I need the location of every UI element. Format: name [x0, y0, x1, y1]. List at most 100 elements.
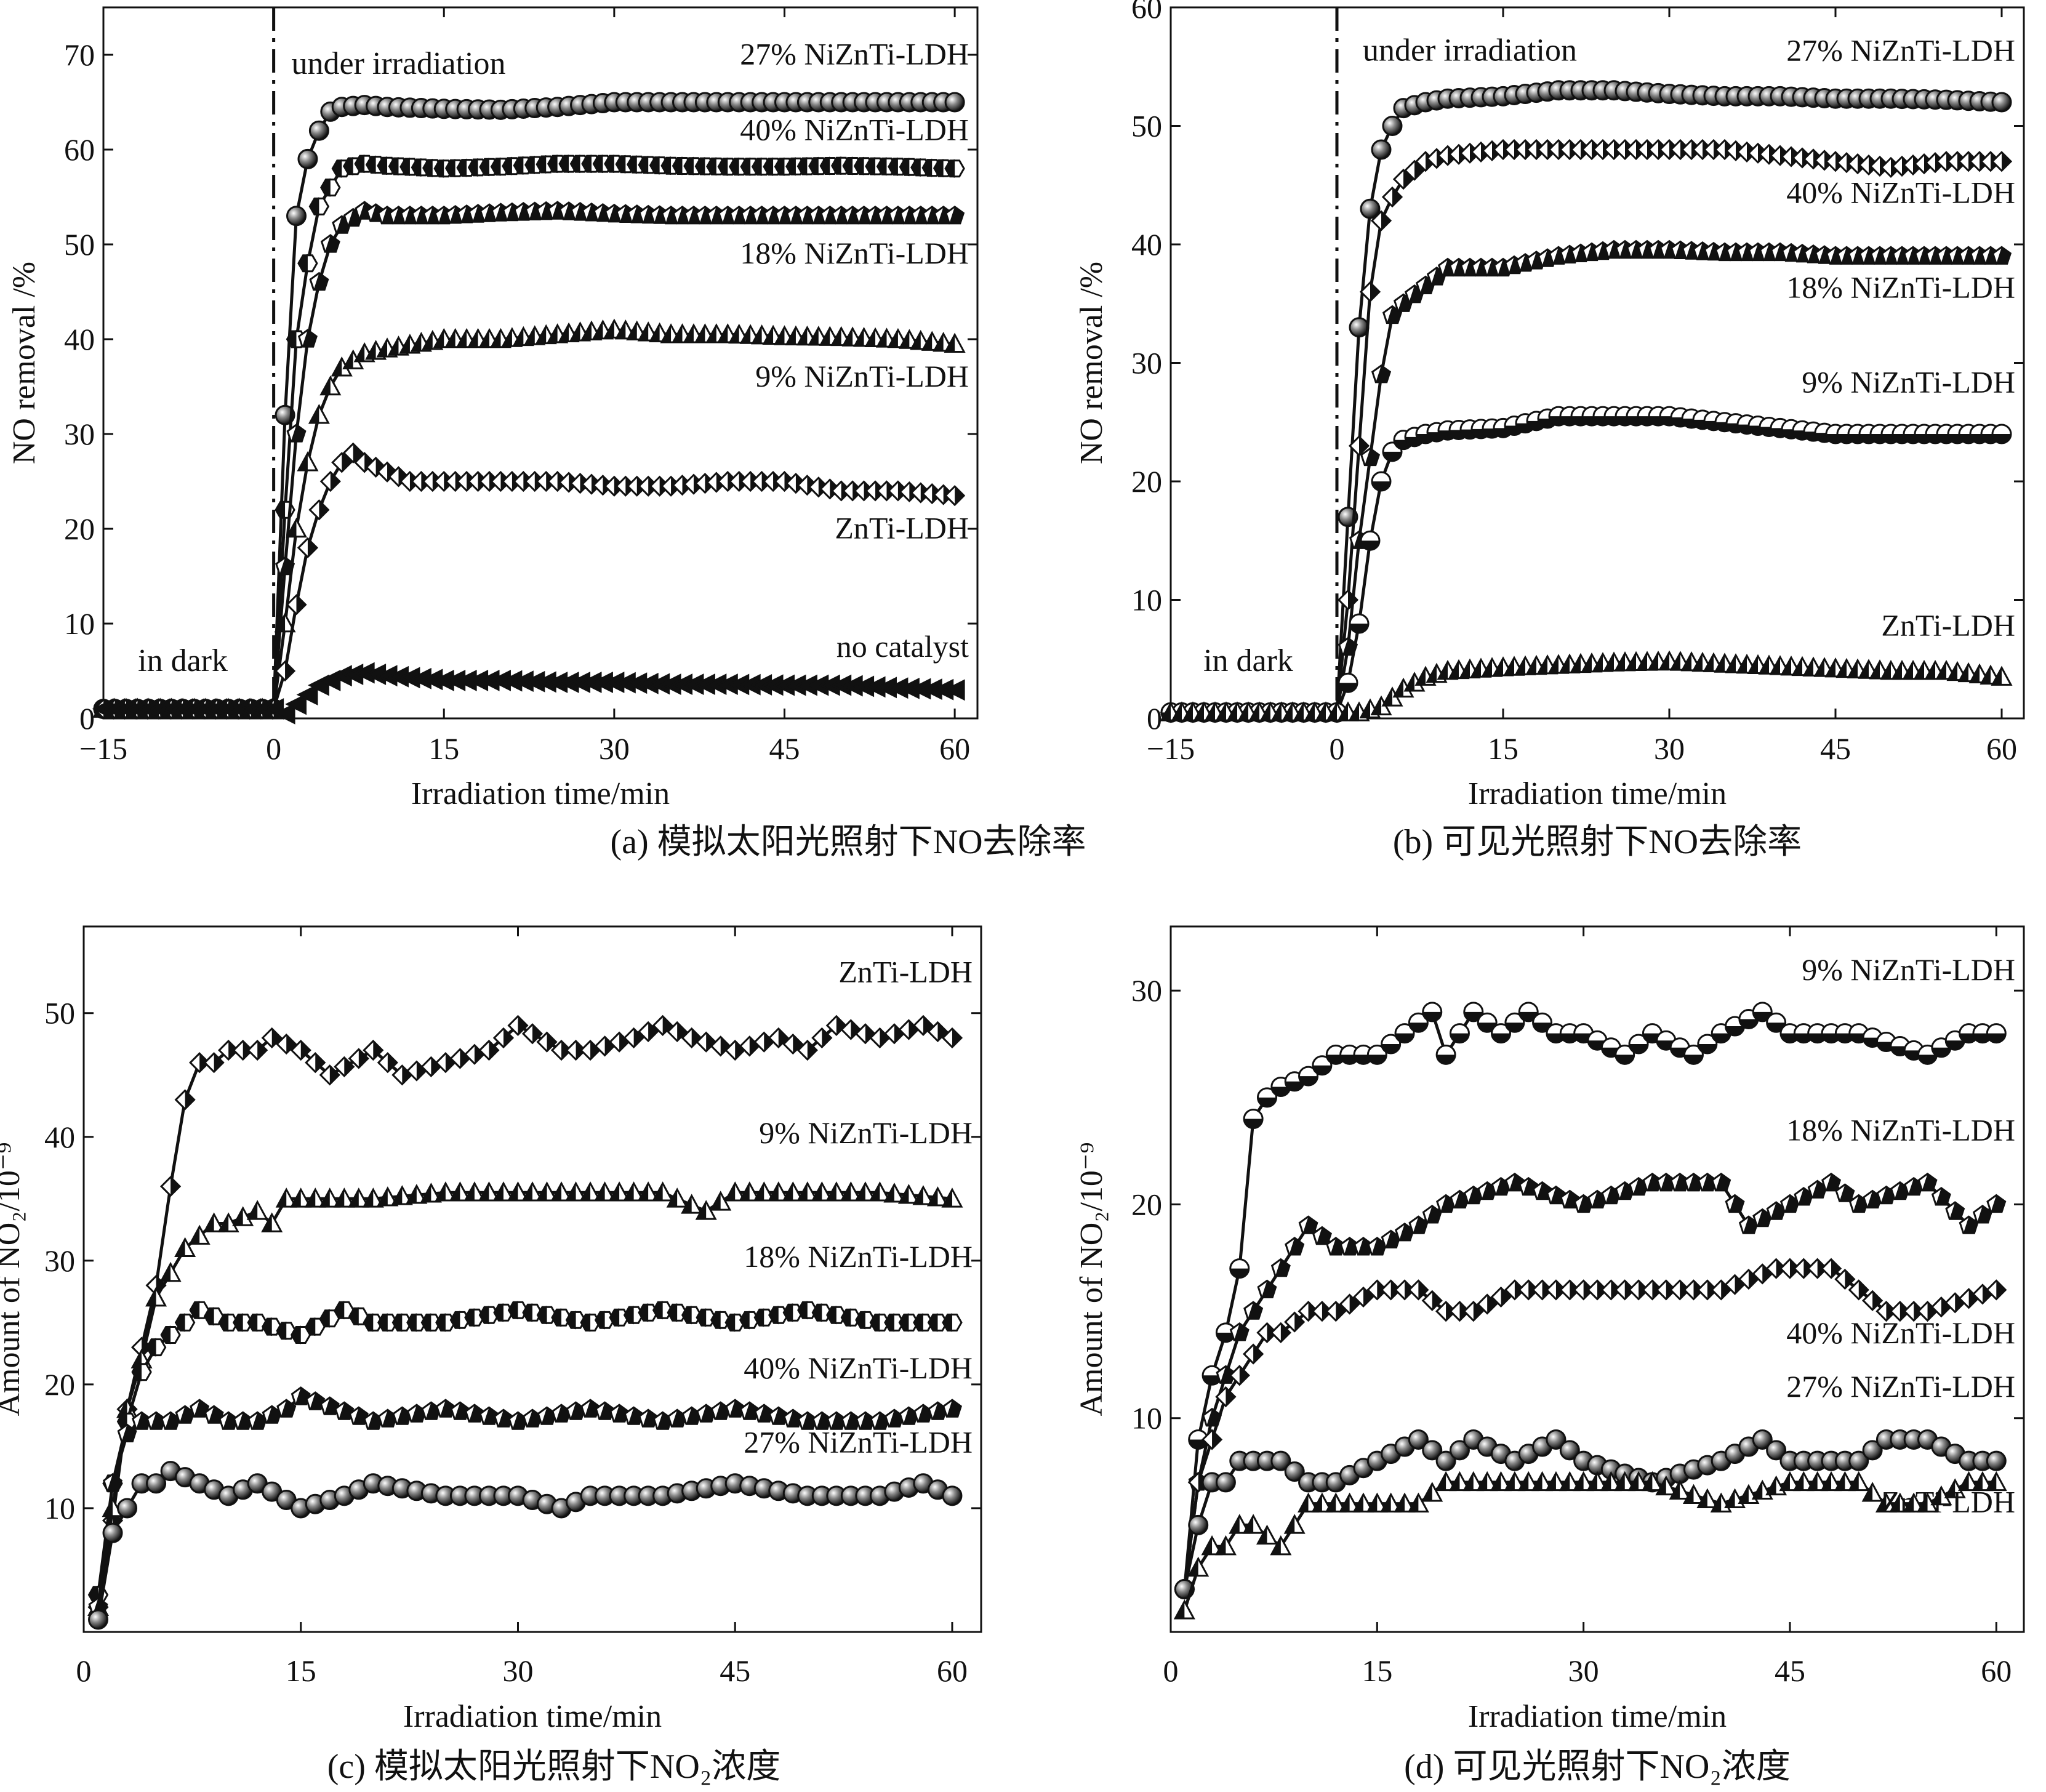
- data-point: [145, 1287, 167, 1307]
- data-point: [218, 1313, 239, 1332]
- data-point: [1958, 1471, 1980, 1492]
- data-point: [1243, 1301, 1264, 1320]
- data-point: [609, 1404, 630, 1423]
- data-point: [1477, 1293, 1498, 1315]
- series-18-niznti-ldh: 18% NiZnTi-LDH: [87, 1239, 973, 1604]
- series-label: 27% NiZnTi-LDH: [1786, 1369, 2015, 1404]
- data-point: [1986, 1194, 2007, 1213]
- data-point: [1642, 1172, 1663, 1192]
- x-tick-label: −15: [1147, 731, 1195, 766]
- data-point: [1339, 1293, 1360, 1315]
- y-tick-label: 20: [64, 512, 95, 546]
- data-point: [507, 1181, 529, 1202]
- data-point: [1371, 364, 1392, 384]
- data-point: [146, 1473, 167, 1494]
- data-point: [1462, 1300, 1484, 1322]
- y-tick-label: 50: [64, 227, 95, 262]
- data-point: [377, 1313, 398, 1332]
- series-40-niznti-ldh: 40% NiZnTi-LDH: [93, 113, 969, 718]
- data-point: [467, 470, 489, 492]
- x-tick-label: 30: [1654, 731, 1685, 766]
- data-point: [1380, 1492, 1402, 1513]
- x-tick-label: 30: [599, 731, 630, 766]
- data-point: [131, 1362, 152, 1381]
- data-point: [1861, 1482, 1884, 1502]
- data-point: [941, 1027, 963, 1049]
- data-point: [1339, 1492, 1361, 1513]
- data-point: [1991, 246, 2012, 265]
- data-point: [897, 1184, 920, 1204]
- data-point: [286, 206, 307, 227]
- data-point: [377, 1186, 399, 1207]
- data-point: [768, 1181, 790, 1202]
- data-point: [247, 1039, 268, 1061]
- data-point: [1545, 1471, 1567, 1492]
- data-point: [1359, 281, 1381, 303]
- data-point: [435, 1313, 456, 1332]
- annotation: under irradiation: [291, 46, 505, 81]
- data-point: [1490, 1286, 1512, 1308]
- data-point: [1807, 1258, 1828, 1279]
- data-point: [724, 1313, 745, 1332]
- x-tick-label: 0: [1163, 1653, 1179, 1688]
- data-point: [1752, 1208, 1773, 1227]
- data-point: [594, 1311, 616, 1330]
- series-line: [97, 1191, 953, 1608]
- data-point: [308, 120, 329, 141]
- data-point: [883, 1183, 905, 1203]
- data-point: [884, 1313, 905, 1332]
- data-point: [117, 1423, 137, 1442]
- data-point: [1360, 530, 1381, 551]
- panel-caption: (b) 可见光照射下NO去除率: [1393, 823, 1802, 861]
- series-line: [103, 209, 955, 711]
- series-label: ZnTi-LDH: [1881, 608, 2015, 642]
- data-point: [493, 1303, 514, 1322]
- data-point: [551, 1308, 572, 1327]
- x-tick-label: 45: [769, 731, 800, 766]
- data-point: [1587, 1189, 1608, 1209]
- y-tick-label: 20: [44, 1367, 75, 1402]
- data-point: [1408, 1012, 1429, 1033]
- data-point: [297, 537, 319, 558]
- data-point: [944, 159, 965, 178]
- data-point: [797, 1301, 818, 1320]
- y-axis-title: NO removal /%: [1074, 262, 1109, 464]
- data-point: [869, 1181, 891, 1202]
- data-point: [580, 1313, 601, 1332]
- data-point: [667, 1303, 688, 1322]
- data-point: [1986, 1023, 2007, 1044]
- data-point: [319, 375, 342, 396]
- y-tick-label: 60: [1131, 0, 1162, 25]
- data-point: [319, 470, 341, 492]
- data-point: [1407, 1492, 1429, 1513]
- data-point: [1215, 1322, 1236, 1343]
- data-point: [1381, 1229, 1401, 1248]
- y-tick-label: 20: [1131, 464, 1162, 499]
- data-point: [536, 1031, 558, 1053]
- y-tick-label: 60: [64, 132, 95, 167]
- data-point: [479, 1406, 499, 1425]
- data-point: [1821, 1172, 1842, 1192]
- series-line: [103, 100, 955, 711]
- y-tick-label: 20: [1131, 1187, 1162, 1221]
- data-point: [927, 1313, 949, 1332]
- data-point: [1202, 1365, 1222, 1386]
- data-point: [363, 1411, 383, 1430]
- data-point: [1991, 92, 2012, 113]
- data-point: [811, 1303, 833, 1322]
- data-point: [1325, 1492, 1347, 1513]
- data-point: [377, 1052, 398, 1074]
- data-point: [1586, 1471, 1608, 1492]
- annotation: under irradiation: [1363, 33, 1577, 68]
- data-point: [768, 1027, 789, 1049]
- y-axis-title: NO removal /%: [7, 262, 42, 464]
- data-point: [1627, 1471, 1650, 1492]
- series-no-catalyst: no catalyst: [92, 629, 969, 725]
- data-point: [652, 1015, 673, 1036]
- data-point: [406, 1184, 428, 1204]
- data-point: [1615, 1044, 1635, 1065]
- data-point: [855, 1311, 876, 1330]
- x-tick-label: 30: [502, 1653, 533, 1688]
- data-point: [342, 349, 364, 369]
- data-point: [1339, 1237, 1360, 1256]
